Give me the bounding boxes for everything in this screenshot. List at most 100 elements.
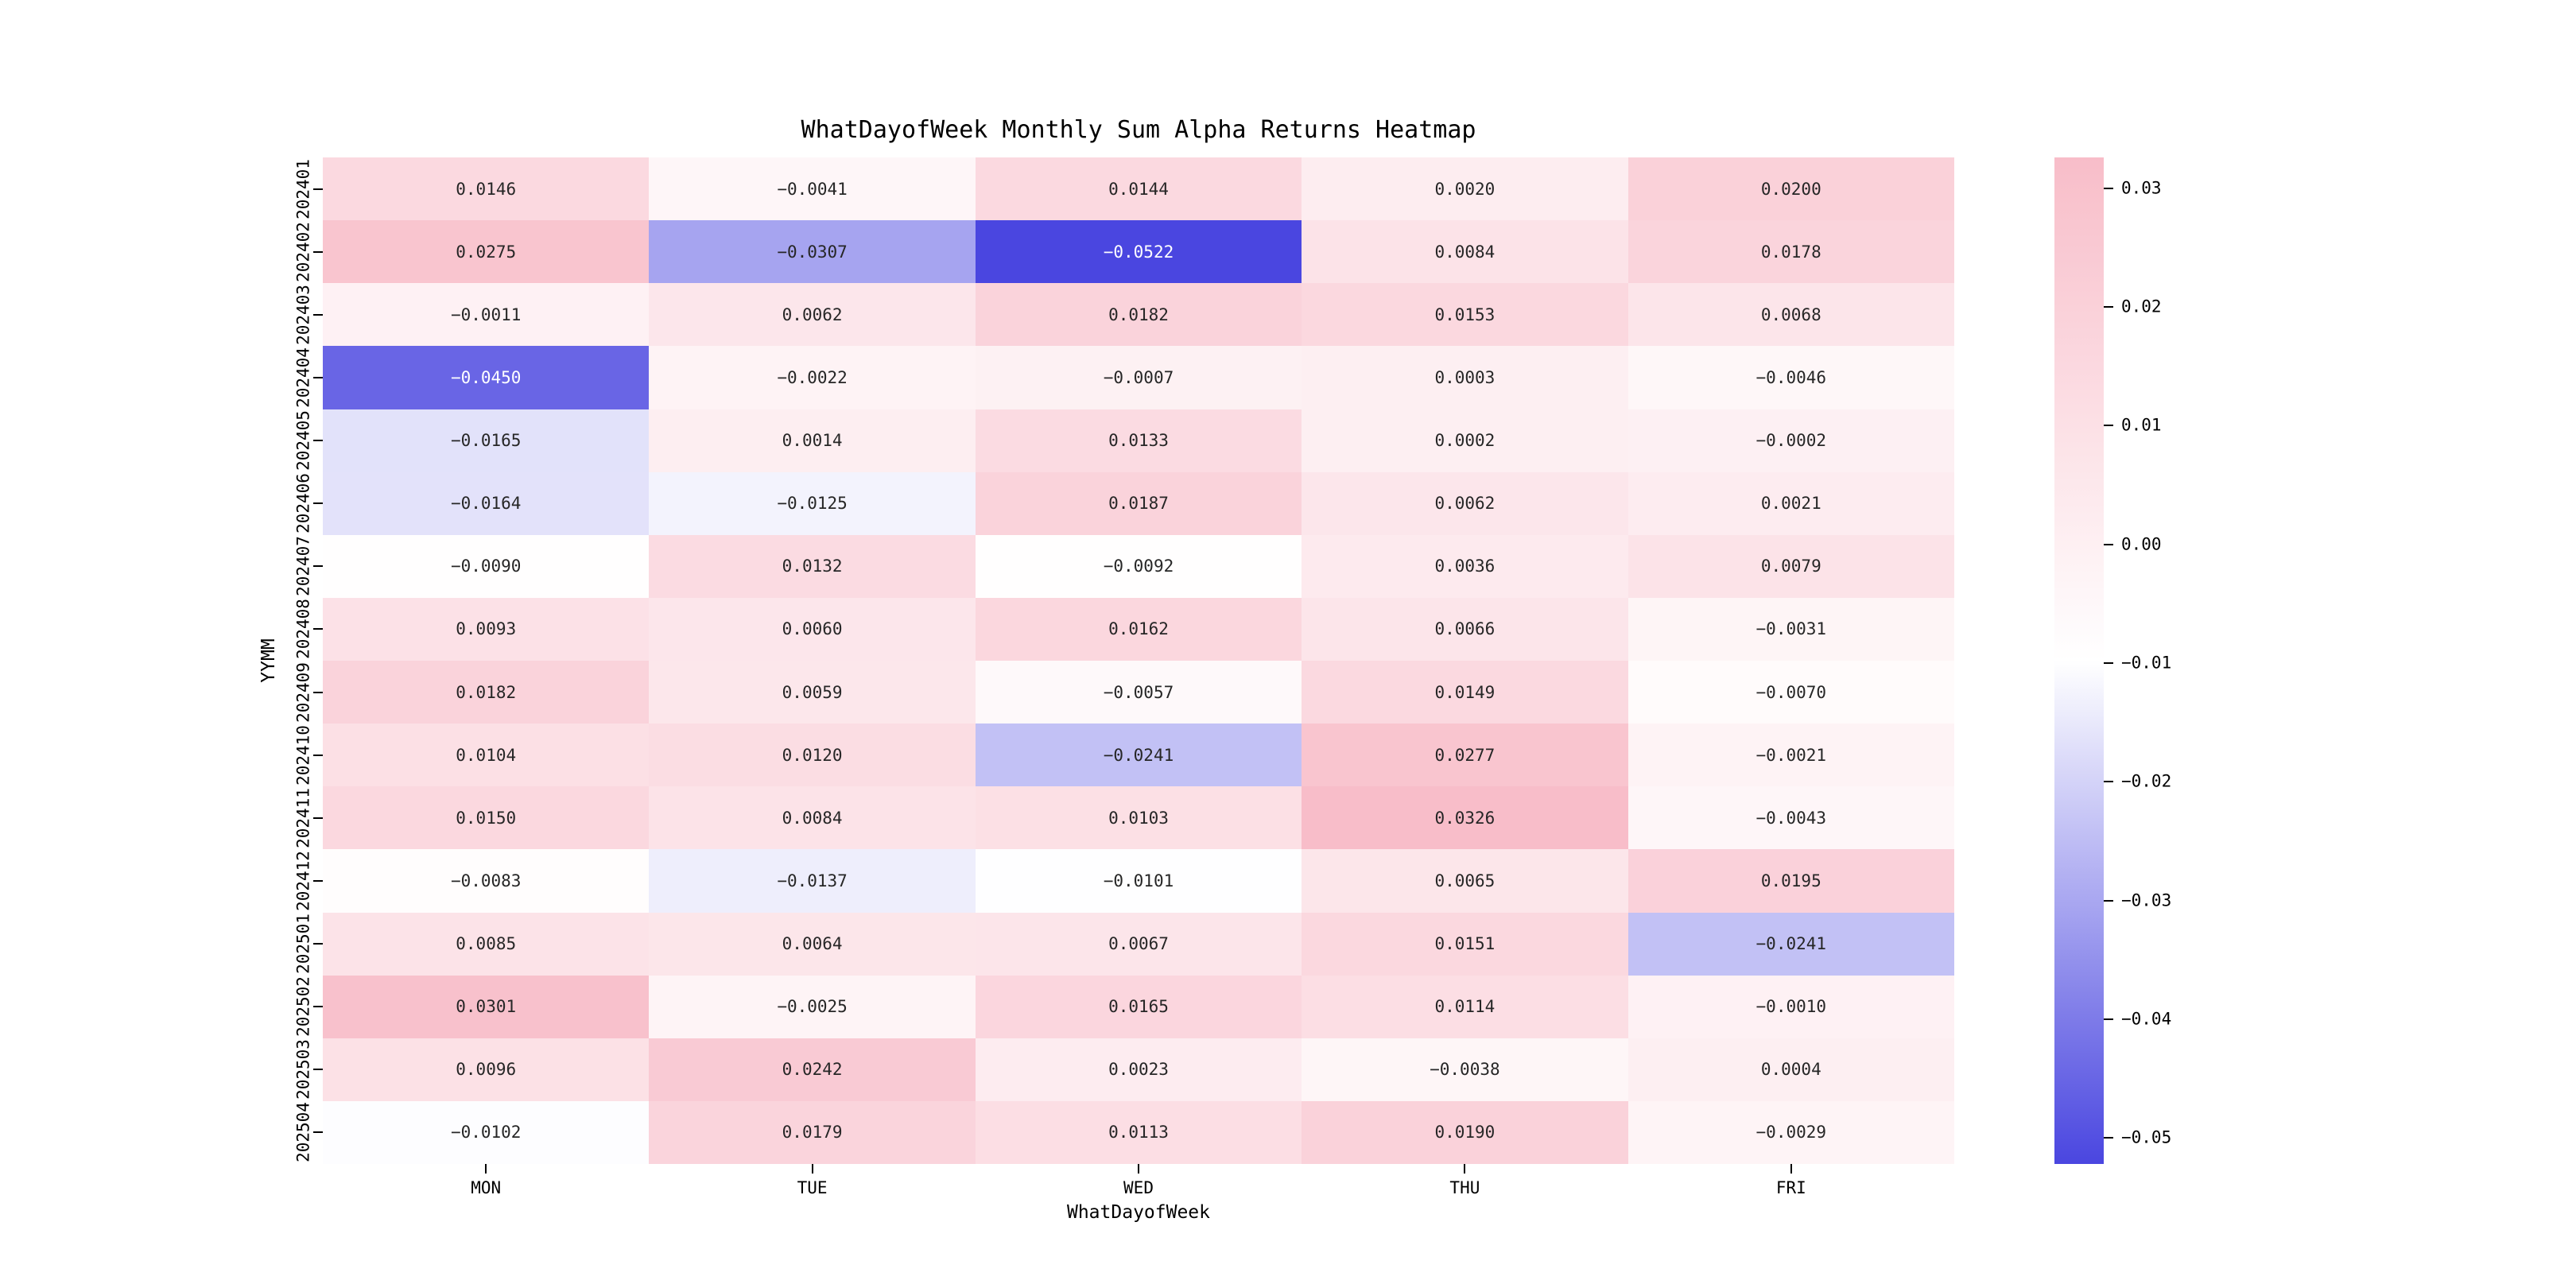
heatmap-cell: 0.0059 (649, 661, 976, 724)
colorbar-tick-mark (2104, 425, 2113, 427)
heatmap-cell: 0.0036 (1302, 534, 1628, 598)
colorbar-tick-label: −0.03 (2121, 890, 2172, 910)
y-tick-label: 202410 (293, 724, 313, 786)
y-tick-mark (313, 565, 323, 568)
heatmap-cell: −0.0025 (649, 975, 976, 1038)
heatmap-cell: 0.0179 (649, 1100, 976, 1164)
heatmap-cell: 0.0020 (1302, 157, 1628, 221)
heatmap-cell: 0.0068 (1627, 283, 1954, 347)
heatmap-cell: −0.0043 (1627, 786, 1954, 850)
heatmap-cell: 0.0132 (649, 534, 976, 598)
heatmap-cell: −0.0010 (1627, 975, 1954, 1038)
heatmap-cell: −0.0241 (975, 724, 1302, 787)
heatmap-cell: −0.0070 (1627, 661, 1954, 724)
colorbar-tick-mark (2104, 187, 2113, 189)
y-tick-mark (313, 1131, 323, 1134)
chart-title: WhatDayofWeek Monthly Sum Alpha Returns … (801, 116, 1476, 144)
heatmap-cell: −0.0011 (323, 283, 650, 347)
y-tick-label: 202502 (293, 976, 313, 1038)
heatmap-cell: 0.0064 (649, 912, 976, 976)
y-tick-mark (313, 879, 323, 882)
heatmap-cell: 0.0084 (649, 786, 976, 850)
y-tick-label: 202409 (293, 661, 313, 723)
heatmap-cell: 0.0153 (1302, 283, 1628, 347)
colorbar-tick-label: −0.01 (2121, 653, 2172, 673)
heatmap-cell: −0.0241 (1627, 912, 1954, 976)
x-tick-label: WED (1123, 1178, 1154, 1197)
heatmap-cell: 0.0149 (1302, 661, 1628, 724)
y-tick-label: 202407 (293, 536, 313, 597)
colorbar-tick-mark (2104, 1018, 2113, 1020)
heatmap: 0.0146 −0.0041 0.0144 0.0020 0.0200 0.0275 −0.… (323, 157, 1954, 1164)
colorbar-tick-label: 0.01 (2121, 415, 2162, 435)
colorbar-tick-mark (2104, 899, 2113, 902)
heatmap-cell: 0.0200 (1627, 157, 1954, 221)
heatmap-cell: −0.0164 (323, 471, 650, 535)
y-tick-label: 202406 (293, 473, 313, 534)
y-tick-mark (313, 943, 323, 945)
y-tick-mark (313, 1069, 323, 1071)
y-tick-mark (313, 250, 323, 253)
heatmap-cell: 0.0301 (323, 975, 650, 1038)
heatmap-cell: 0.0326 (1302, 786, 1628, 850)
y-tick-mark (313, 1006, 323, 1008)
heatmap-cell: −0.0101 (975, 849, 1302, 913)
heatmap-cell: −0.0125 (649, 471, 976, 535)
colorbar-tick-label: −0.05 (2121, 1127, 2172, 1147)
colorbar-tick-mark (2104, 1137, 2113, 1139)
heatmap-cell: −0.0522 (975, 220, 1302, 284)
y-tick-label: 202504 (293, 1102, 313, 1163)
heatmap-cell: 0.0195 (1627, 849, 1954, 913)
y-axis-label: YYMM (258, 638, 279, 683)
heatmap-cell: 0.0162 (975, 597, 1302, 661)
y-tick-mark (313, 817, 323, 819)
heatmap-cell: 0.0103 (975, 786, 1302, 850)
x-tick-mark (1138, 1164, 1139, 1174)
y-tick-mark (313, 376, 323, 378)
colorbar-tick-mark (2104, 661, 2113, 664)
heatmap-cell: 0.0182 (323, 661, 650, 724)
x-tick-mark (811, 1164, 813, 1174)
colorbar-tick-mark (2104, 781, 2113, 783)
x-tick-mark (1790, 1164, 1792, 1174)
y-tick-mark (313, 628, 323, 630)
heatmap-cell: −0.0029 (1627, 1100, 1954, 1164)
heatmap-cell: −0.0007 (975, 346, 1302, 409)
y-tick-mark (313, 754, 323, 756)
heatmap-cell: 0.0182 (975, 283, 1302, 347)
heatmap-cell: −0.0092 (975, 534, 1302, 598)
heatmap-cell: 0.0113 (975, 1100, 1302, 1164)
heatmap-cell: −0.0038 (1302, 1038, 1628, 1101)
x-tick-label: TUE (797, 1178, 828, 1197)
colorbar-tick-mark (2104, 306, 2113, 308)
heatmap-cell: 0.0014 (649, 409, 976, 472)
heatmap-cell: 0.0023 (975, 1038, 1302, 1101)
heatmap-cell: 0.0004 (1627, 1038, 1954, 1101)
heatmap-cell: −0.0102 (323, 1100, 650, 1164)
x-tick-label: THU (1449, 1178, 1480, 1197)
heatmap-cell: 0.0275 (323, 220, 650, 284)
heatmap-cell: 0.0114 (1302, 975, 1628, 1038)
heatmap-cell: −0.0165 (323, 409, 650, 472)
y-tick-label: 202501 (293, 914, 313, 974)
y-tick-label: 202402 (293, 221, 313, 282)
y-tick-label: 202403 (293, 284, 313, 345)
x-tick-mark (1464, 1164, 1466, 1174)
heatmap-cell: 0.0104 (323, 724, 650, 787)
heatmap-cell: 0.0062 (649, 283, 976, 347)
heatmap-cell: −0.0137 (649, 849, 976, 913)
heatmap-cell: −0.0022 (649, 346, 976, 409)
heatmap-cell: 0.0096 (323, 1038, 650, 1101)
heatmap-cell: 0.0187 (975, 471, 1302, 535)
heatmap-cell: 0.0178 (1627, 220, 1954, 284)
y-tick-mark (313, 313, 323, 316)
heatmap-cell: 0.0066 (1302, 597, 1628, 661)
heatmap-cell: 0.0165 (975, 975, 1302, 1038)
x-tick-mark (485, 1164, 487, 1174)
heatmap-cell: 0.0003 (1302, 346, 1628, 409)
heatmap-cell: 0.0144 (975, 157, 1302, 221)
heatmap-cell: −0.0090 (323, 534, 650, 598)
heatmap-cell: −0.0083 (323, 849, 650, 913)
heatmap-cell: 0.0190 (1302, 1100, 1628, 1164)
heatmap-cell: 0.0277 (1302, 724, 1628, 787)
